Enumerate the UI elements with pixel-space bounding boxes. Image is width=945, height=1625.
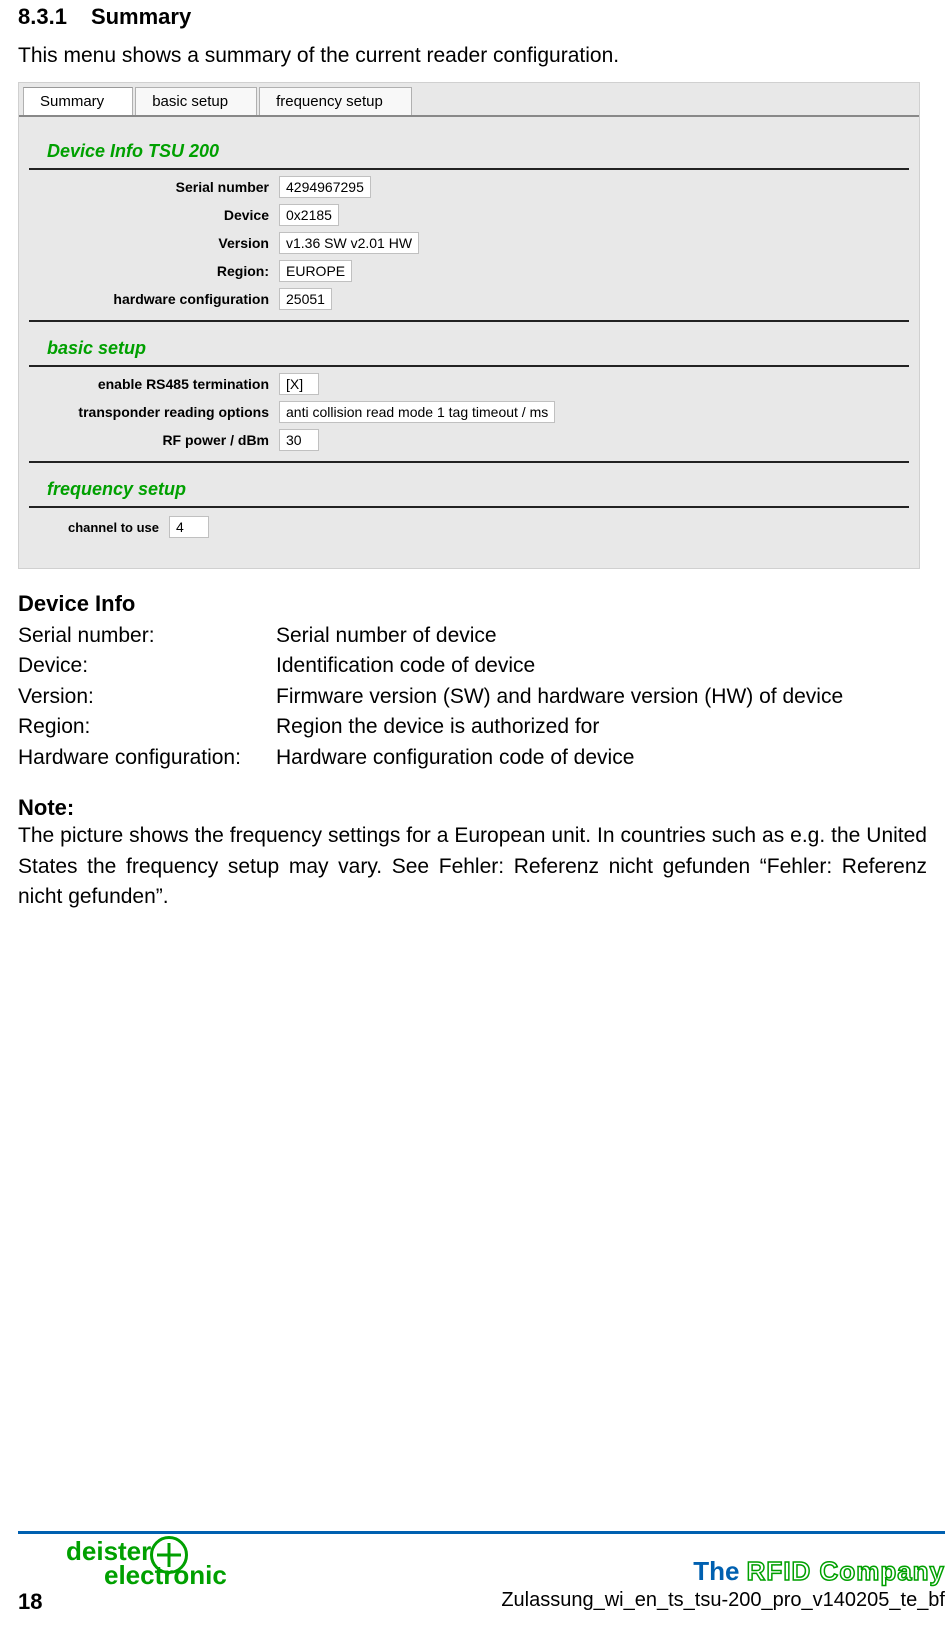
definition-row: Region: Region the device is authorized … <box>18 712 927 742</box>
logo-icon <box>150 1536 188 1574</box>
definition-desc: Firmware version (SW) and hardware versi… <box>276 682 927 712</box>
field-row: Region: EUROPE <box>29 260 909 282</box>
definition-desc: Identification code of device <box>276 651 927 681</box>
panel-body: Device Info TSU 200 Serial number 429496… <box>19 117 919 568</box>
field-value: EUROPE <box>279 260 352 282</box>
footer-divider <box>18 1531 945 1534</box>
definitions-table: Serial number: Serial number of device D… <box>18 621 927 773</box>
field-label: channel to use <box>29 520 169 535</box>
frequency-setup-title: frequency setup <box>29 473 909 508</box>
field-value: v1.36 SW v2.01 HW <box>279 232 419 254</box>
field-value: 25051 <box>279 288 332 310</box>
page-footer: deister electronic The RFID Company 18 Z… <box>18 1531 945 1615</box>
tagline-the: The <box>693 1556 746 1586</box>
device-info-block: Device Info TSU 200 Serial number 429496… <box>29 135 909 322</box>
field-row: Device 0x2185 <box>29 204 909 226</box>
field-value: 4 <box>169 516 209 538</box>
field-label: Region: <box>29 263 279 279</box>
rfid-company-logo: The RFID Company <box>693 1556 945 1587</box>
definition-term: Version: <box>18 682 276 712</box>
field-label: RF power / dBm <box>29 432 279 448</box>
field-row: RF power / dBm 30 <box>29 429 909 451</box>
field-value: 4294967295 <box>279 176 371 198</box>
basic-setup-title: basic setup <box>29 332 909 367</box>
field-row: Version v1.36 SW v2.01 HW <box>29 232 909 254</box>
field-value: 30 <box>279 429 319 451</box>
field-label: Serial number <box>29 179 279 195</box>
logo-text-bottom: electronic <box>66 1564 227 1587</box>
page-number: 18 <box>18 1589 42 1615</box>
section-title: Summary <box>91 4 191 29</box>
field-row: hardware configuration 25051 <box>29 288 909 310</box>
field-label: Device <box>29 207 279 223</box>
field-label: transponder reading options <box>29 404 279 420</box>
definition-term: Device: <box>18 651 276 681</box>
definition-term: Hardware configuration: <box>18 743 276 773</box>
note-body: The picture shows the frequency settings… <box>18 821 927 912</box>
definition-desc: Serial number of device <box>276 621 927 651</box>
field-value: 0x2185 <box>279 204 339 226</box>
frequency-setup-block: frequency setup channel to use 4 <box>29 473 909 538</box>
note-heading: Note: <box>18 795 927 821</box>
definition-row: Version: Firmware version (SW) and hardw… <box>18 682 927 712</box>
field-row: enable RS485 termination [X] <box>29 373 909 395</box>
definition-term: Serial number: <box>18 621 276 651</box>
definition-row: Hardware configuration: Hardware configu… <box>18 743 927 773</box>
device-info-heading: Device Info <box>18 591 927 617</box>
tab-summary[interactable]: Summary <box>23 87 133 115</box>
tab-frequency-setup[interactable]: frequency setup <box>259 87 412 115</box>
definition-row: Device: Identification code of device <box>18 651 927 681</box>
tagline-rfid: RFID Company <box>747 1556 945 1586</box>
document-reference: Zulassung_wi_en_ts_tsu-200_pro_v140205_t… <box>501 1589 945 1615</box>
device-info-title: Device Info TSU 200 <box>29 135 909 170</box>
tab-bar: Summary basic setup frequency setup <box>19 83 919 117</box>
field-label: hardware configuration <box>29 291 279 307</box>
field-label: enable RS485 termination <box>29 376 279 392</box>
config-panel: Summary basic setup frequency setup Devi… <box>18 82 920 569</box>
definition-desc: Region the device is authorized for <box>276 712 927 742</box>
intro-text: This menu shows a summary of the current… <box>18 44 927 68</box>
tab-basic-setup[interactable]: basic setup <box>135 87 257 115</box>
definition-row: Serial number: Serial number of device <box>18 621 927 651</box>
field-row: Serial number 4294967295 <box>29 176 909 198</box>
field-value: anti collision read mode 1 tag timeout /… <box>279 401 555 423</box>
basic-setup-block: basic setup enable RS485 termination [X]… <box>29 332 909 463</box>
deister-logo: deister electronic <box>18 1540 227 1587</box>
field-value: [X] <box>279 373 319 395</box>
section-heading: 8.3.1 Summary <box>18 4 927 30</box>
field-row: channel to use 4 <box>29 516 909 538</box>
definition-desc: Hardware configuration code of device <box>276 743 927 773</box>
section-number: 8.3.1 <box>18 4 67 29</box>
field-row: transponder reading options anti collisi… <box>29 401 909 423</box>
definition-term: Region: <box>18 712 276 742</box>
field-label: Version <box>29 235 279 251</box>
